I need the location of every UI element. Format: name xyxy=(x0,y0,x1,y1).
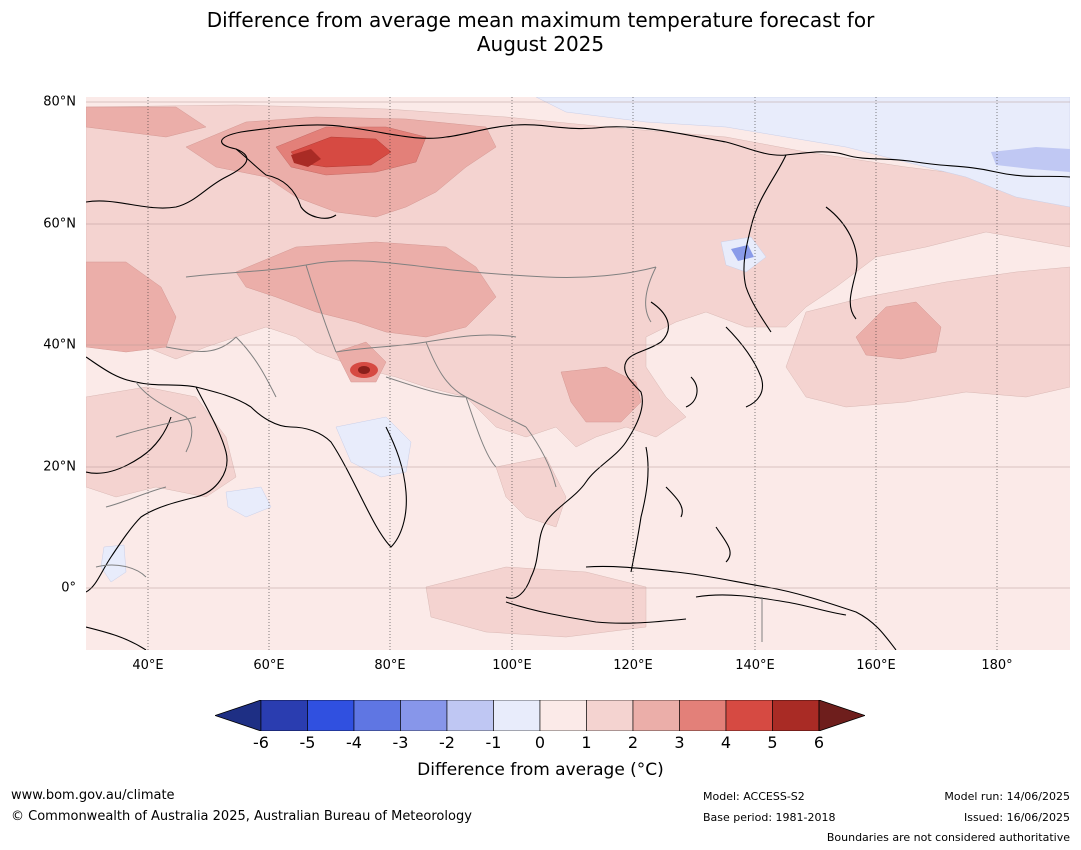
lon-label-40e: 40°E xyxy=(132,658,164,673)
colorbar-cell xyxy=(725,700,773,731)
lon-label-180: 180° xyxy=(981,658,1013,673)
map-gridlines xyxy=(147,97,998,650)
title-line-1: Difference from average mean maximum tem… xyxy=(206,8,875,32)
lon-label-60e: 60°E xyxy=(253,658,285,673)
colorbar-cell xyxy=(679,700,727,731)
colorbar-tick-label: -4 xyxy=(346,733,362,752)
colorbar-tick-label: -6 xyxy=(253,733,269,752)
colorbar-tick-label: 2 xyxy=(627,733,639,752)
anomaly-zone-2-3-china xyxy=(560,366,642,423)
colorbar-cell xyxy=(353,700,401,731)
anomaly-zone-2-3-europe xyxy=(86,261,177,353)
lon-label-120e: 120°E xyxy=(613,658,653,673)
footer-disclaimer: Boundaries are not considered authoritat… xyxy=(826,831,1070,844)
anomaly-zone-neg-0-1-india xyxy=(335,416,412,478)
colorbar-cell xyxy=(586,700,634,731)
colorbar-tick-label: 4 xyxy=(720,733,732,752)
anomaly-zone-1-2-arabia xyxy=(86,386,237,498)
lon-label-80e: 80°E xyxy=(374,658,406,673)
footer-model: Model: ACCESS-S2 xyxy=(703,790,805,803)
anomaly-zone-1-2-indochina xyxy=(495,456,567,528)
anomaly-zone-1-2-indian-ocean xyxy=(425,566,647,638)
map-latitude-lines xyxy=(86,101,1070,589)
colorbar-cell xyxy=(539,700,587,731)
colorbar-tick-label: -2 xyxy=(439,733,455,752)
anomaly-hotspot-himalaya-core xyxy=(358,366,370,374)
colorbar-tick-label: -1 xyxy=(485,733,502,752)
anomaly-zone-neg-0-1-ocean xyxy=(225,486,272,518)
colorbar-cell xyxy=(307,700,355,731)
colorbar-tick-label: -3 xyxy=(392,733,409,752)
lat-label-80n: 80°N xyxy=(43,94,76,110)
footer-url[interactable]: www.bom.gov.au/climate xyxy=(11,788,175,803)
colorbar-tick-label: 1 xyxy=(581,733,592,752)
lon-label-100e: 100°E xyxy=(492,658,532,673)
lat-label-0: 0° xyxy=(61,580,76,596)
colorbar-cell xyxy=(400,700,448,731)
footer-copyright: © Commonwealth of Australia 2025, Austra… xyxy=(11,809,472,824)
title-line-2: August 2025 xyxy=(476,32,605,56)
lat-label-40n: 40°N xyxy=(43,337,76,353)
lat-label-20n: 20°N xyxy=(43,459,76,475)
anomaly-zone-2-3-scandinavia xyxy=(86,106,207,138)
colorbar-cell xyxy=(446,700,494,731)
lon-label-140e: 140°E xyxy=(735,658,775,673)
lat-label-60n: 60°N xyxy=(43,216,76,232)
colorbar-tick-label: -5 xyxy=(299,733,316,752)
lon-label-160e: 160°E xyxy=(856,658,896,673)
colorbar-extend-high xyxy=(818,700,865,731)
footer-model-run: Model run: 14/06/2025 xyxy=(944,790,1070,803)
colorbar-cell xyxy=(632,700,680,731)
colorbar-tick-label: 6 xyxy=(813,733,825,752)
chart-title: Difference from average mean maximum tem… xyxy=(0,8,1081,56)
anomaly-zone-neg-0-1-africa xyxy=(100,544,127,583)
colorbar-cell xyxy=(772,700,820,731)
coastlines xyxy=(86,124,1070,650)
anomaly-zone-5-6 xyxy=(291,149,321,167)
colorbar-label: Difference from average (°C) xyxy=(417,760,664,780)
colorbar-tick-label: 0 xyxy=(534,733,546,752)
colorbar-tick-label: 3 xyxy=(674,733,685,752)
footer-base-period: Base period: 1981-2018 xyxy=(703,811,836,824)
colorbar xyxy=(215,700,865,731)
anomaly-map[interactable] xyxy=(86,97,1070,650)
colorbar-tick-label: 5 xyxy=(767,733,778,752)
map-svg xyxy=(86,97,1070,650)
national-borders xyxy=(95,260,763,642)
colorbar-extend-low xyxy=(215,700,262,731)
anomaly-zone-neg-2-3-okhotsk xyxy=(731,245,754,261)
footer-issued: Issued: 16/06/2025 xyxy=(963,811,1070,824)
colorbar-cell xyxy=(260,700,308,731)
colorbar-cell xyxy=(493,700,541,731)
anomaly-zone-neg-1-2-arctic xyxy=(991,147,1070,172)
